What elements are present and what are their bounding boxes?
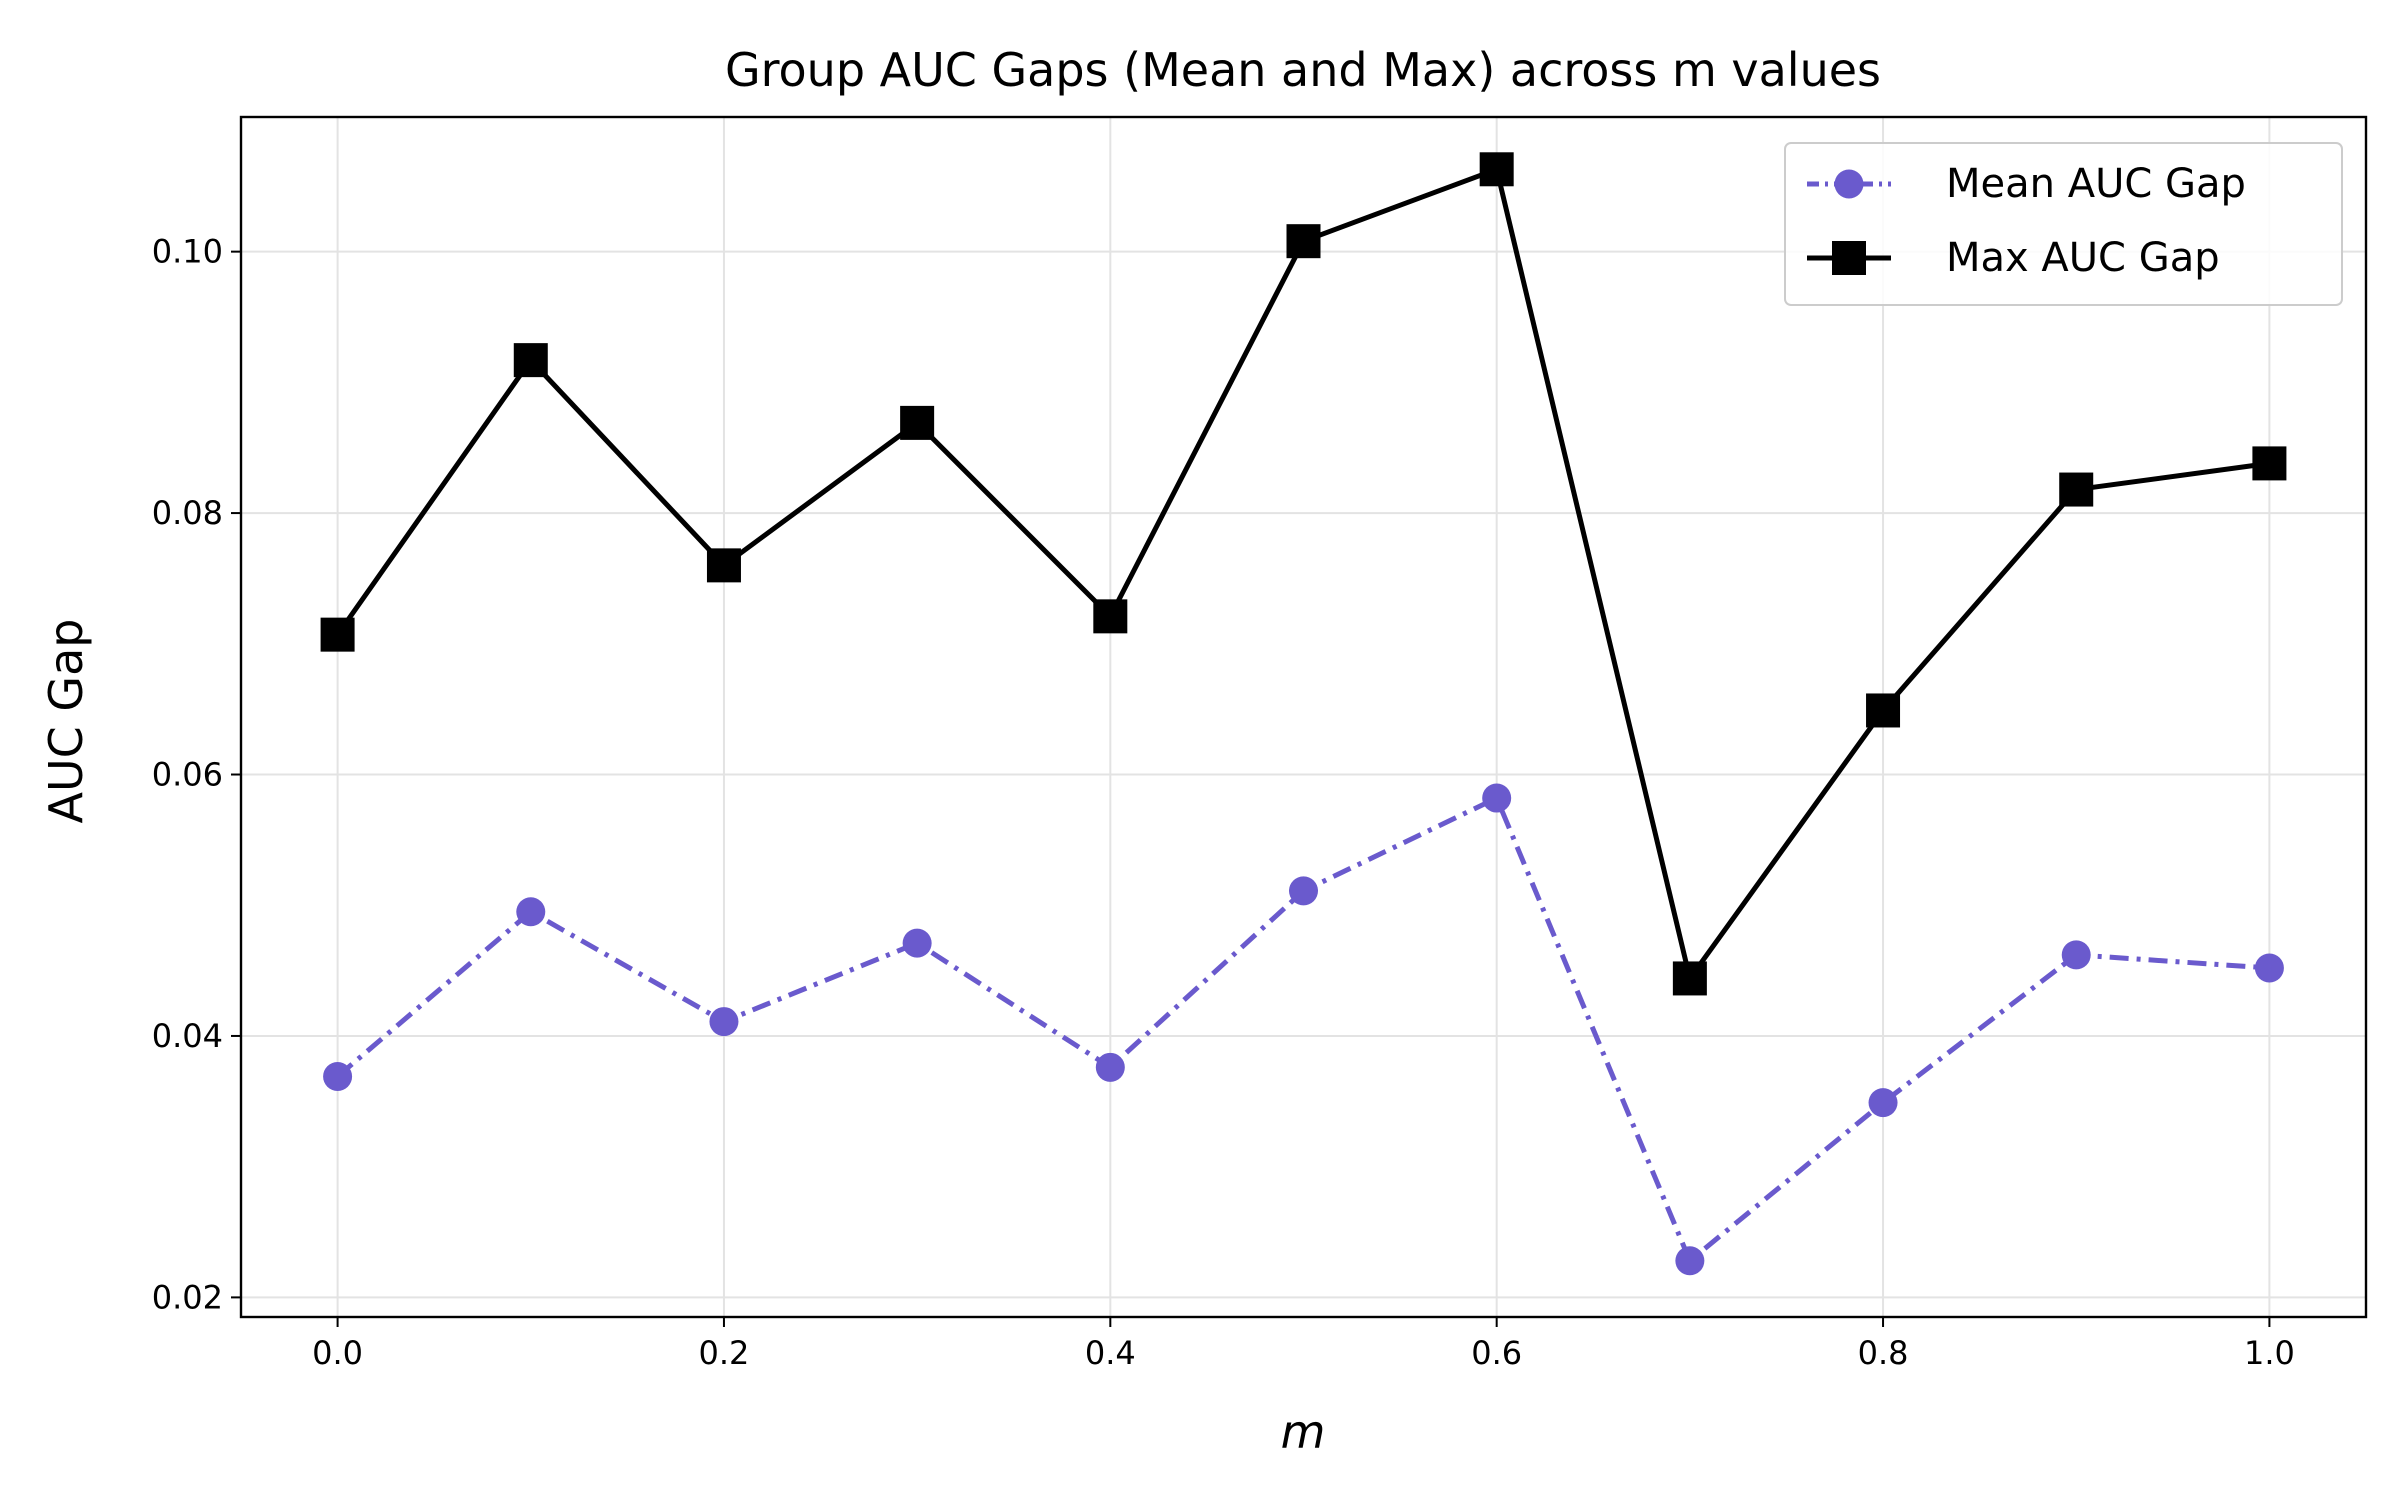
max-auc-gap-series <box>320 152 2287 996</box>
series-layer <box>320 152 2287 1276</box>
mean-auc-gap-point <box>1675 1246 1705 1276</box>
max-auc-gap-point <box>1866 693 1901 728</box>
mean-auc-gap-point <box>1095 1052 1125 1082</box>
legend: Mean AUC Gap Max AUC Gap <box>1784 142 2343 306</box>
y-axis-label: AUC Gap <box>39 619 93 824</box>
x-axis-label: m <box>1281 1405 1326 1459</box>
mean-auc-gap-point <box>323 1061 353 1091</box>
y-tick-label: 0.04 <box>152 1017 223 1055</box>
max-auc-gap-point <box>2252 446 2287 481</box>
mean-auc-gap-point <box>516 897 546 927</box>
x-tick-label: 1.0 <box>2244 1334 2295 1372</box>
max-auc-gap-point <box>1672 961 1707 996</box>
max-auc-gap-point <box>900 405 935 440</box>
chart-title: Group AUC Gaps (Mean and Max) across m v… <box>725 43 1881 97</box>
legend-marker-mean-auc-gap <box>1834 169 1864 199</box>
mean-auc-gap-point <box>1289 876 1318 906</box>
max-auc-gap-point <box>1479 152 1514 187</box>
x-tick-label: 0.0 <box>312 1334 363 1372</box>
legend-label: Max AUC Gap <box>1946 235 2220 281</box>
axes-layer: 0.0 0.2 0.4 0.6 0.8 1.0 0.02 0.04 0.06 0.08 0.10 <box>152 233 2295 1372</box>
y-tick-label: 0.10 <box>152 233 223 271</box>
max-auc-gap-point <box>706 548 741 583</box>
x-tick-label: 0.4 <box>1085 1334 1136 1372</box>
mean-auc-gap-point <box>2254 953 2284 983</box>
y-tick-label: 0.08 <box>152 494 223 532</box>
mean-auc-gap-point <box>1482 783 1512 813</box>
max-auc-gap-point <box>1093 599 1128 634</box>
legend-marker-max-auc-gap <box>1832 241 1866 275</box>
legend-label: Mean AUC Gap <box>1946 161 2246 207</box>
x-tick-label: 0.2 <box>699 1334 750 1372</box>
mean-auc-gap-point <box>709 1007 739 1037</box>
x-tick-label: 0.6 <box>1471 1334 1522 1372</box>
y-tick-label: 0.06 <box>152 756 223 794</box>
plot-frame <box>239 115 2368 1319</box>
max-auc-gap-point <box>513 343 548 378</box>
mean-auc-gap-series <box>323 783 2284 1276</box>
legend-box <box>1784 142 2343 306</box>
mean-auc-gap-point <box>2061 940 2091 970</box>
mean-auc-gap-point <box>902 928 932 958</box>
y-tick-label: 0.02 <box>152 1278 223 1316</box>
max-auc-gap-point <box>1286 224 1321 259</box>
max-auc-gap-point <box>320 617 355 652</box>
mean-auc-gap-point <box>1868 1088 1898 1118</box>
max-auc-gap-point <box>2059 472 2094 507</box>
x-tick-label: 0.8 <box>1858 1334 1909 1372</box>
